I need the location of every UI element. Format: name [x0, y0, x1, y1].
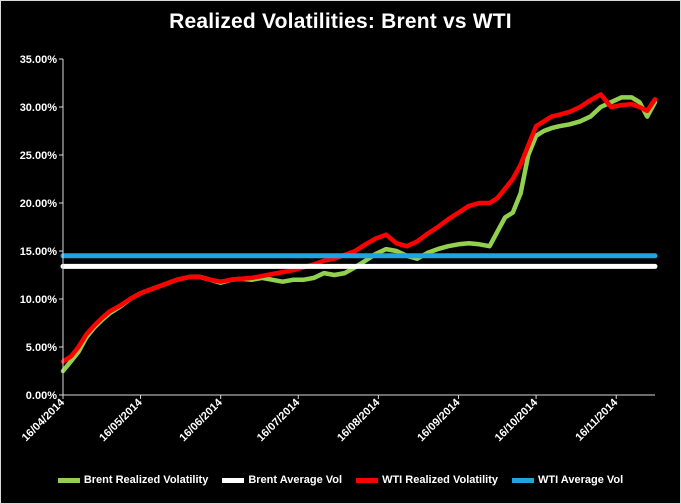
- series-layer: [60, 92, 658, 374]
- y-tick-label: 20.00%: [20, 198, 58, 210]
- legend-label: Brent Average Vol: [248, 474, 343, 486]
- y-tick-label: 15.00%: [20, 246, 58, 258]
- legend-item: Brent Average Vol: [222, 474, 342, 486]
- legend: Brent Realized Volatility Brent Average V…: [0, 474, 681, 486]
- x-tick-label: 16/07/2014: [255, 396, 303, 444]
- x-tick-label: 16/10/2014: [493, 396, 541, 444]
- legend-label: WTI Realized Volatility: [382, 474, 498, 486]
- x-tick-label: 16/04/2014: [20, 396, 68, 444]
- series-line-wti-realized-volatility: [60, 92, 658, 364]
- legend-swatch: [222, 477, 245, 483]
- legend-item: WTI Average Vol: [512, 474, 623, 486]
- legend-swatch: [512, 477, 534, 483]
- legend-label: WTI Average Vol: [538, 474, 624, 486]
- legend-item: WTI Realized Volatility: [356, 474, 498, 486]
- legend-swatch: [356, 477, 379, 483]
- x-tick-label: 16/08/2014: [335, 396, 383, 444]
- legend-item: Brent Realized Volatility: [57, 474, 209, 486]
- legend-label: Brent Realized Volatility: [83, 474, 209, 486]
- x-tick-label: 16/06/2014: [177, 396, 225, 444]
- legend-swatch: [57, 477, 80, 483]
- x-tick-label: 16/05/2014: [97, 396, 145, 444]
- x-tick-label: 16/11/2014: [573, 396, 621, 444]
- y-tick-label: 35.00%: [20, 54, 58, 66]
- chart-title: Realized Volatilities: Brent vs WTI: [169, 10, 512, 33]
- y-tick-label: 25.00%: [20, 150, 58, 162]
- x-tick-label: 16/09/2014: [415, 396, 463, 444]
- y-tick-label: 5.00%: [26, 342, 57, 354]
- y-tick-label: 0.00%: [26, 390, 57, 402]
- y-tick-label: 10.00%: [20, 294, 58, 306]
- y-tick-label: 30.00%: [20, 102, 58, 114]
- series-line-brent-realized-volatility: [60, 95, 658, 374]
